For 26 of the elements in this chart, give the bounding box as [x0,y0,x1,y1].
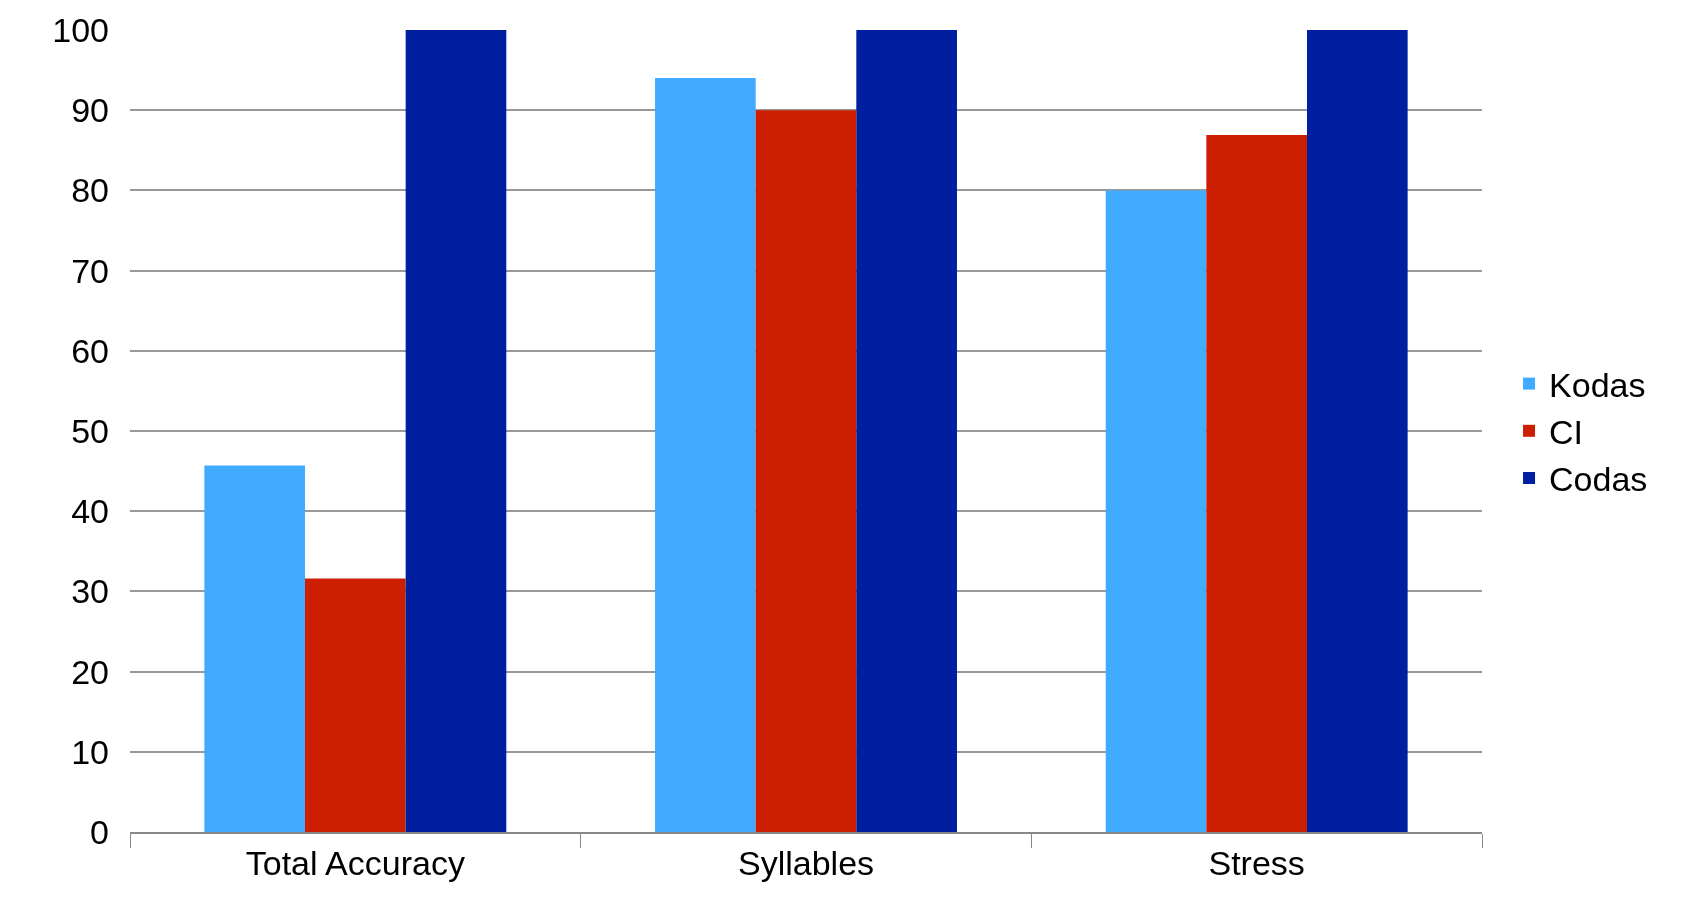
y-tick-label: 40 [71,492,109,531]
y-tick-label: 30 [71,572,109,611]
bar [305,578,406,832]
bar [655,78,756,832]
y-tick-label: 90 [71,91,109,130]
y-tick-label: 100 [52,10,109,49]
y-tick-label: 50 [71,411,109,450]
y-tick-label: 80 [71,171,109,210]
y-tick-label: 0 [90,812,109,851]
legend-label: Kodas [1549,365,1646,404]
bar [755,110,857,832]
x-tick-label: Syllables [737,843,875,882]
y-tick-label: 10 [71,732,109,771]
bar [405,30,507,832]
x-tick-label: Total Accuracy [245,843,465,882]
bar [1206,135,1307,832]
legend-label: Codas [1549,460,1648,499]
bar [204,465,306,832]
x-tick-label: Stress [1208,843,1305,882]
y-tick-label: 20 [71,652,109,691]
legend-label: CI [1549,413,1584,452]
bar [1306,30,1408,832]
y-tick-label: 60 [71,331,109,370]
y-tick-label: 70 [71,251,109,290]
bar [856,30,957,832]
bar [1105,190,1207,832]
